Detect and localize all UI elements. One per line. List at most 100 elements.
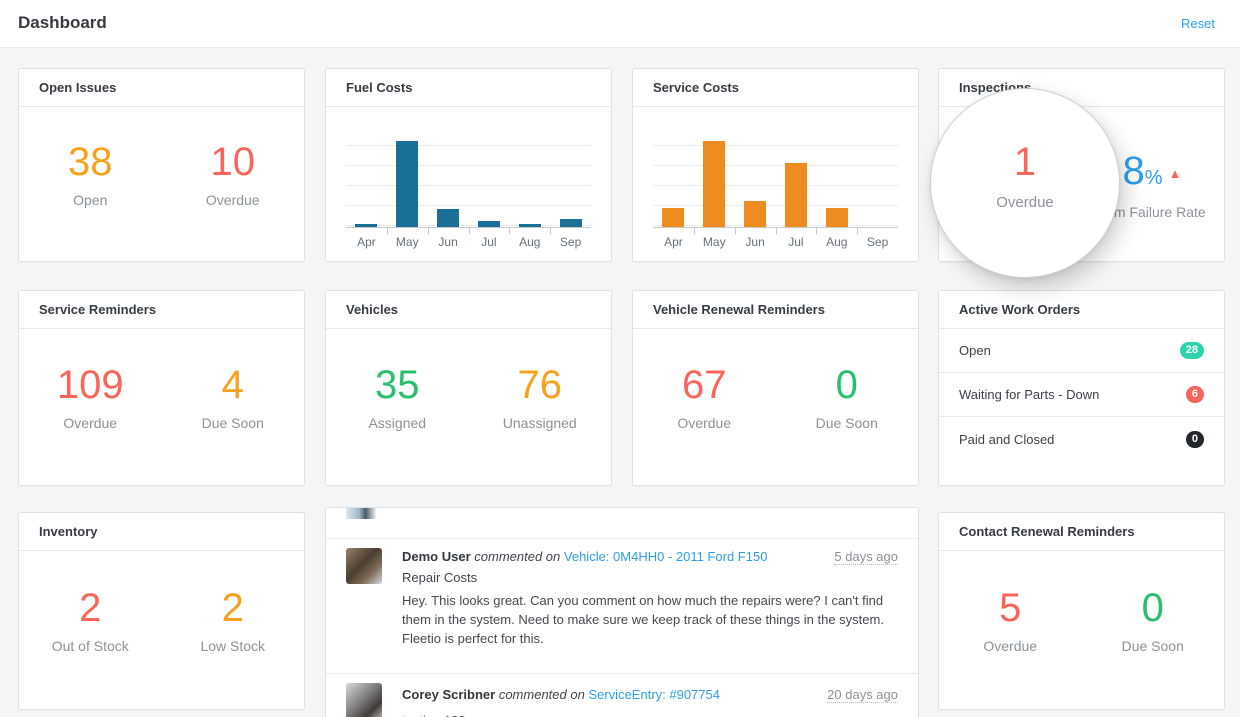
comment-timestamp[interactable]: 5 days ago [834, 549, 898, 565]
work-order-label: Paid and Closed [959, 431, 1055, 447]
trend-up-icon: ▲ [1168, 166, 1182, 181]
gridline [653, 185, 898, 186]
x-tick-label: Jul [788, 235, 804, 249]
failure-rate-label: Item Failure Rate [1098, 204, 1206, 220]
stat-value: 2 [221, 586, 244, 630]
comment-author: Corey Scribner [402, 687, 496, 702]
stat-open-issues-overdue[interactable]: 10 Overdue [162, 140, 305, 228]
bar-may [396, 141, 418, 227]
top-bar: Dashboard Reset [0, 0, 1240, 48]
panel-title: Vehicle Renewal Reminders [633, 291, 918, 329]
axis-tick [776, 228, 777, 234]
comment-body: testing 123 [402, 711, 902, 717]
work-order-row-waiting-for-parts[interactable]: Waiting for Parts - Down 6 [939, 373, 1224, 417]
x-tick-label: May [702, 235, 726, 249]
stat-contact-renewals-due-soon[interactable]: 0 Due Soon [1082, 586, 1225, 674]
comment-action: commented on [474, 549, 561, 564]
stat-label: Due Soon [815, 415, 878, 431]
work-order-label: Open [959, 343, 991, 358]
stat-label: Overdue [677, 415, 732, 431]
axis-tick [509, 228, 510, 234]
x-tick-label: May [395, 235, 419, 249]
divider [326, 538, 918, 539]
gridline [346, 145, 591, 146]
panel-title: Fuel Costs [326, 69, 611, 107]
page-title: Dashboard [18, 13, 107, 32]
stat-service-reminders-due-soon[interactable]: 4 Due Soon [162, 363, 305, 451]
panel-title: Contact Renewal Reminders [939, 513, 1224, 551]
panel-fuel-costs: Fuel Costs Apr May Jun Jul Aug Sep [325, 68, 612, 262]
bar-jun [744, 201, 766, 227]
bar-jun [437, 209, 459, 227]
stat-vehicles-assigned[interactable]: 35 Assigned [326, 363, 469, 451]
panel-title: Active Work Orders [939, 291, 1224, 329]
comment-timestamp[interactable]: 20 days ago [827, 687, 898, 703]
axis-tick [469, 228, 470, 234]
stat-contact-renewals-overdue[interactable]: 5 Overdue [939, 586, 1082, 674]
panel-vehicle-renewal-reminders: Vehicle Renewal Reminders 67 Overdue 0 D… [632, 290, 919, 486]
stat-value: 0 [835, 363, 858, 407]
comment-body: Hey. This looks great. Can you comment o… [402, 593, 884, 646]
bar-apr [355, 224, 377, 227]
stat-service-reminders-overdue[interactable]: 109 Overdue [19, 363, 162, 451]
stat-label: Overdue [996, 193, 1054, 211]
panel-inspections: Inspections 8% ▲ Item Failure Rate 1 Over… [930, 68, 1225, 278]
gridline [346, 165, 591, 166]
stat-inventory-out-of-stock[interactable]: 2 Out of Stock [19, 586, 162, 674]
stat-value: 109 [56, 363, 124, 407]
count-badge: 28 [1179, 342, 1204, 359]
reset-link[interactable]: Reset [1181, 16, 1215, 31]
stat-label: Open [73, 192, 108, 208]
panel-active-work-orders: Active Work Orders Open 28 Waiting for P… [938, 290, 1225, 486]
x-tick-label: Sep [559, 235, 582, 249]
axis-tick [550, 228, 551, 234]
axis-tick [428, 228, 429, 234]
stat-vehicle-renewals-overdue[interactable]: 67 Overdue [633, 363, 776, 451]
x-tick-label: Aug [519, 235, 541, 249]
stat-vehicles-unassigned[interactable]: 76 Unassigned [469, 363, 612, 451]
bar-jul [785, 163, 807, 227]
bar-sep [560, 219, 582, 227]
comment-header: Demo User commented on Vehicle: 0M4HH0 -… [402, 549, 808, 564]
comment-header: Corey Scribner commented on ServiceEntry… [402, 687, 808, 702]
x-tick-label: Jun [745, 235, 765, 249]
stat-label: Out of Stock [51, 638, 129, 654]
stat-value: 67 [682, 363, 727, 407]
work-order-row-paid-and-closed[interactable]: Paid and Closed 0 [939, 417, 1224, 461]
stat-inventory-low-stock[interactable]: 2 Low Stock [162, 586, 305, 674]
panel-title: Vehicles [326, 291, 611, 329]
stat-label: Due Soon [201, 415, 264, 431]
stat-value: 0 [1141, 586, 1164, 630]
magnifier-overlay: 1 Overdue [930, 88, 1120, 278]
gridline [653, 225, 898, 226]
comment-target-link[interactable]: Vehicle: 0M4HH0 - 2011 Ford F150 [563, 549, 768, 564]
stat-label: Unassigned [502, 415, 577, 431]
work-order-row-open[interactable]: Open 28 [939, 329, 1224, 373]
panel-title: Service Reminders [19, 291, 304, 329]
stat-vehicle-renewals-due-soon[interactable]: 0 Due Soon [776, 363, 919, 451]
panel-service-costs: Service Costs Apr May Jun Jul Aug Sep [632, 68, 919, 262]
axis-tick [694, 228, 695, 234]
stat-label: Overdue [983, 638, 1038, 654]
panel-title: Service Costs [633, 69, 918, 107]
axis-tick [857, 228, 858, 234]
panel-inventory: Inventory 2 Out of Stock 2 Low Stock [18, 512, 305, 710]
stat-label: Due Soon [1121, 638, 1184, 654]
stat-open-issues-open[interactable]: 38 Open [19, 140, 162, 228]
gridline [653, 205, 898, 206]
stat-label: Overdue [63, 415, 118, 431]
stat-item-failure-rate[interactable]: 8% ▲ Item Failure Rate [1087, 149, 1217, 220]
gridline [346, 225, 591, 226]
x-tick-label: Aug [826, 235, 848, 249]
comment-subject: Repair Costs [402, 570, 478, 585]
axis-tick [387, 228, 388, 234]
stat-value: 10 [210, 140, 256, 184]
gridline [653, 165, 898, 166]
work-order-label: Waiting for Parts - Down [959, 387, 1100, 402]
stat-value: 5 [999, 586, 1022, 630]
x-tick-label: Sep [866, 235, 889, 249]
panel-title: Inventory [19, 513, 304, 551]
comment-target-link[interactable]: ServiceEntry: #907754 [588, 687, 720, 702]
panel-vehicles: Vehicles 35 Assigned 76 Unassigned [325, 290, 612, 486]
stat-value: 2 [79, 586, 102, 630]
